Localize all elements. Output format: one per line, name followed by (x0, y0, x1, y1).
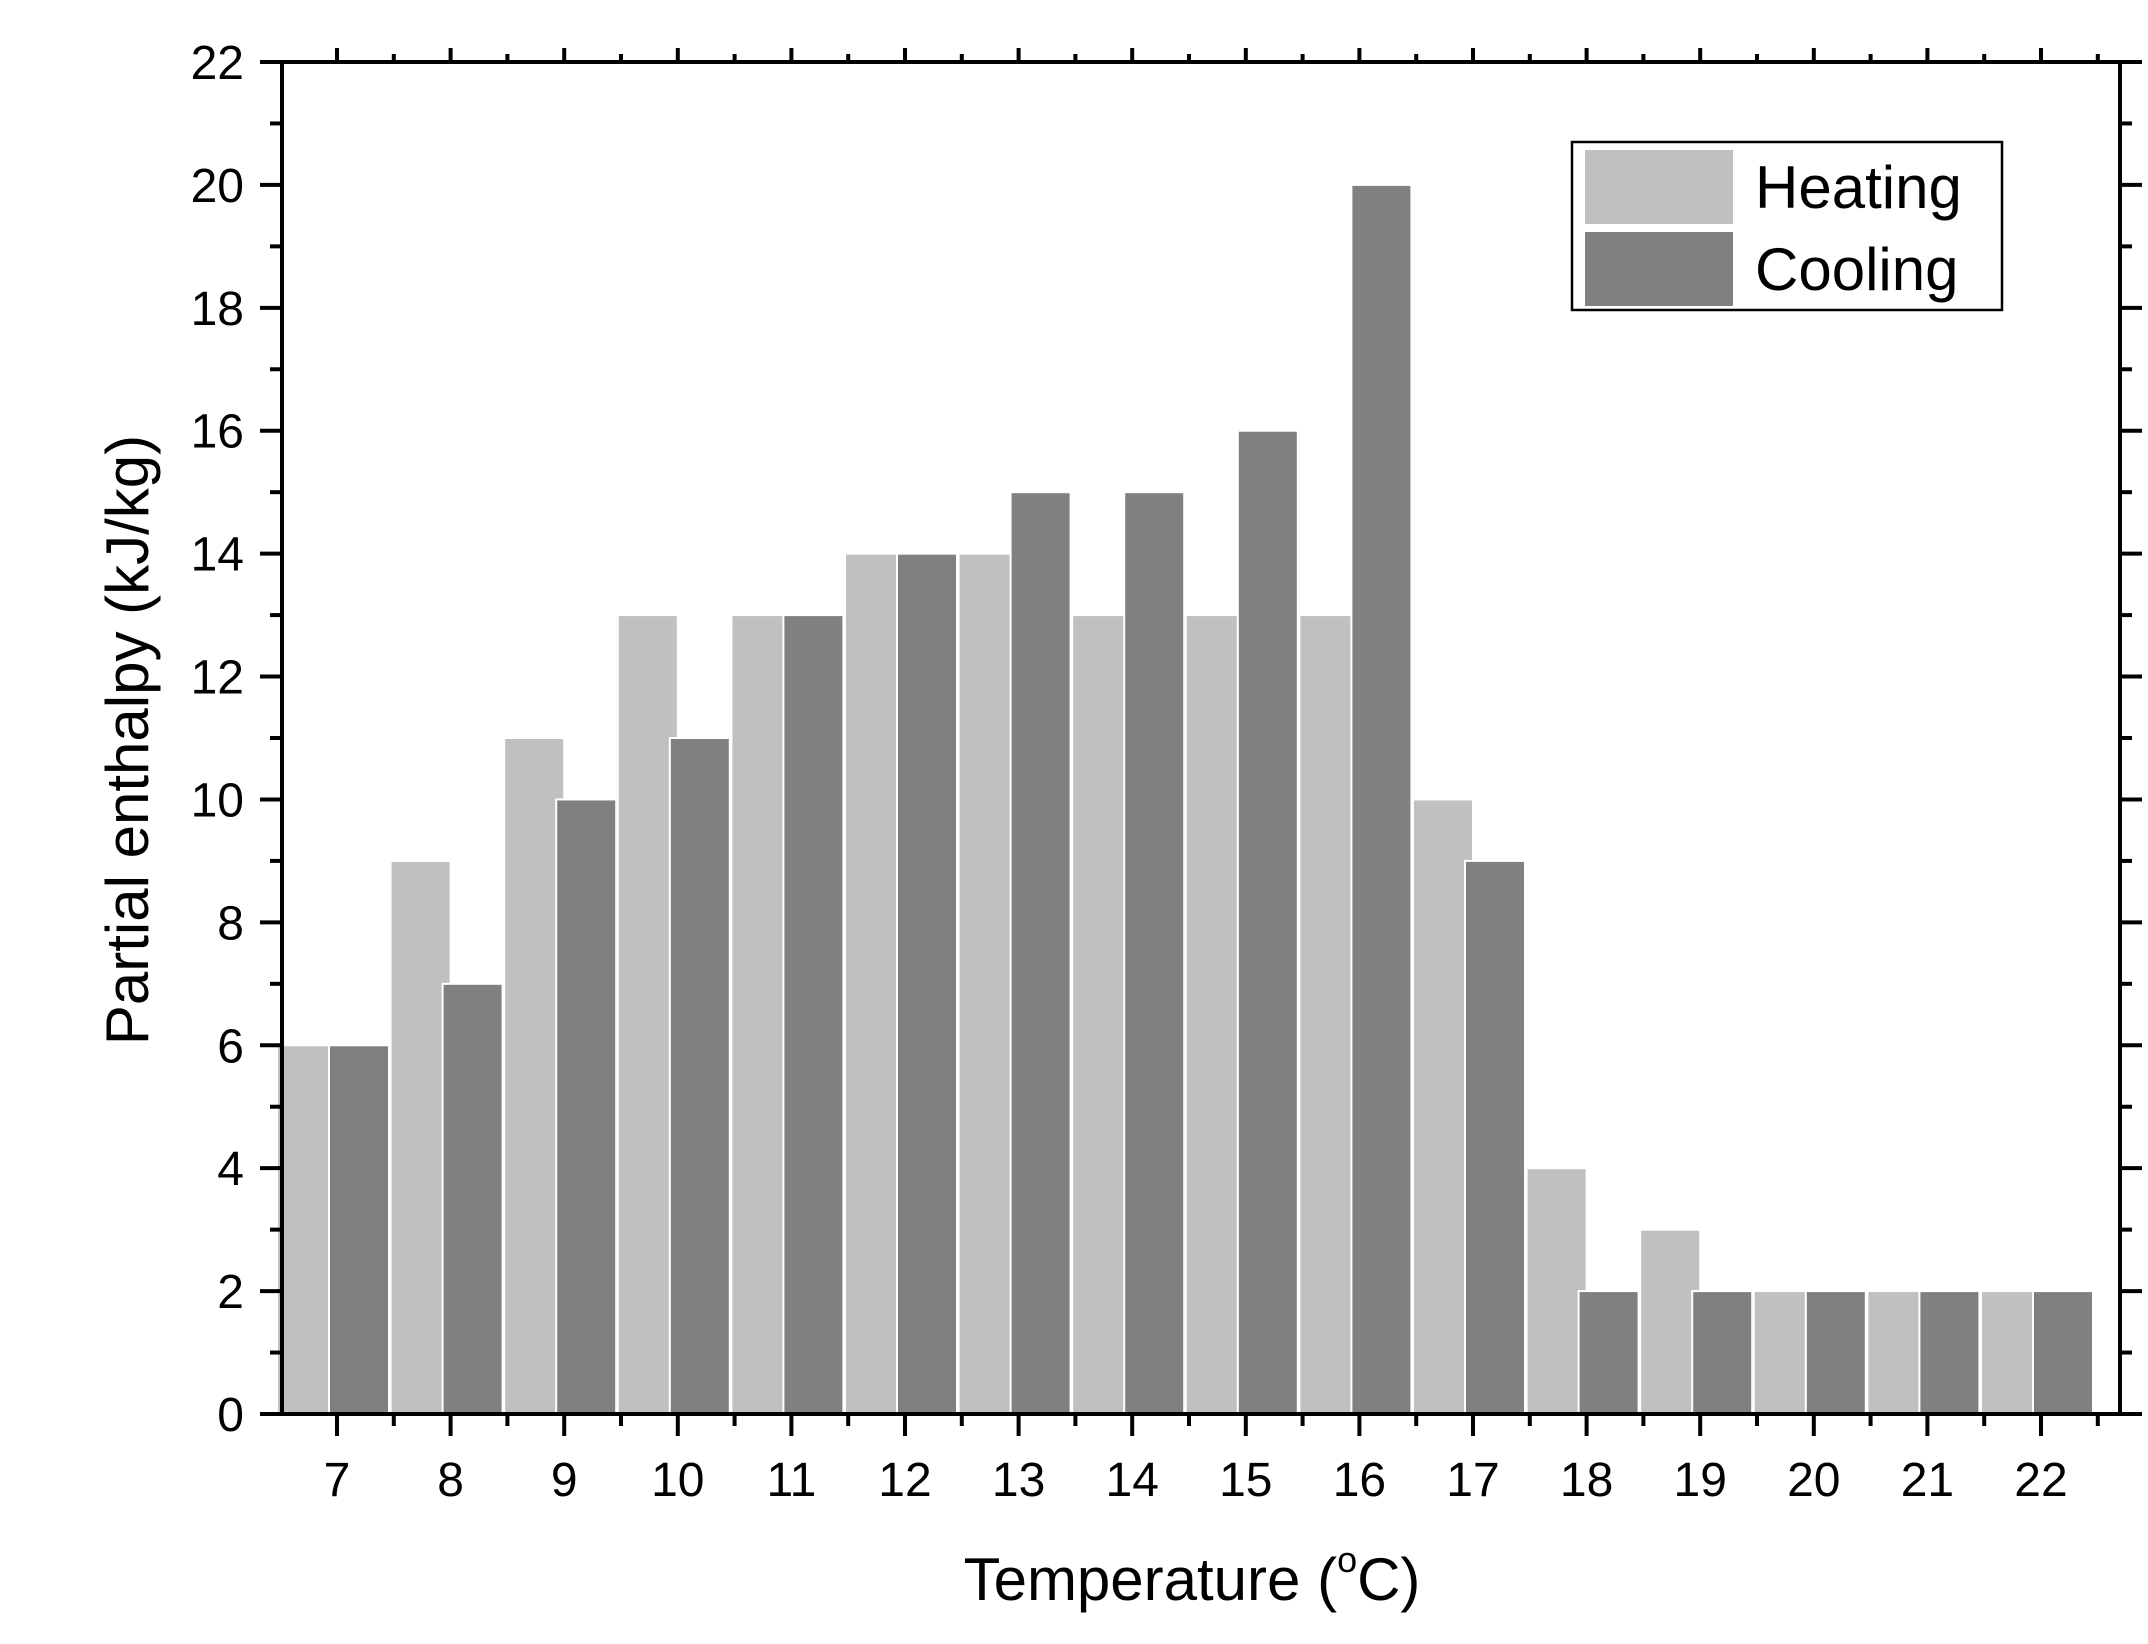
bar-heating-16 (1298, 614, 1361, 1415)
x-tick-label-11: 11 (766, 1454, 816, 1507)
bar-cooling-21 (1918, 1290, 1981, 1416)
bar-cooling-20 (1804, 1290, 1867, 1416)
legend: Heating Cooling (1570, 140, 2004, 312)
y-tick-labels: 0 2 4 6 8 10 12 14 16 18 20 22 (191, 37, 244, 1442)
bar-cooling-18 (1577, 1290, 1640, 1416)
bar-cooling-16 (1350, 183, 1413, 1416)
bars-layer (276, 183, 2094, 1416)
x-tick-label-17: 17 (1446, 1454, 1499, 1507)
bar-cooling-15 (1236, 429, 1299, 1415)
x-tick-label-18: 18 (1560, 1454, 1613, 1507)
bar-cooling-12 (896, 552, 958, 1415)
y-tick-label-8: 8 (217, 897, 244, 950)
bar-cooling-22 (2032, 1290, 2094, 1416)
y-axis-label: Partial enthalpy (kJ/kg) (94, 435, 161, 1045)
x-tick-label-22: 22 (2014, 1454, 2067, 1507)
bar-heating-22 (1980, 1290, 2042, 1416)
legend-label-cooling: Cooling (1755, 236, 1958, 303)
bar-heating-20 (1752, 1290, 1815, 1416)
y-tick-label-14: 14 (191, 529, 244, 582)
y-tick-label-4: 4 (217, 1143, 244, 1196)
bar-cooling-17 (1464, 859, 1526, 1415)
bar-cooling-8 (441, 982, 504, 1415)
y-tick-label-16: 16 (191, 406, 244, 459)
x-axis-label-sup: o (1337, 1539, 1357, 1580)
bar-cooling-11 (782, 614, 845, 1415)
bar-cooling-19 (1691, 1290, 1754, 1416)
x-tick-label-13: 13 (992, 1454, 1045, 1507)
bar-cooling-9 (555, 798, 618, 1415)
x-tick-label-19: 19 (1674, 1454, 1727, 1507)
x-tick-label-12: 12 (878, 1454, 931, 1507)
bar-cooling-13 (1009, 491, 1072, 1415)
axes-layer (260, 48, 2142, 1436)
legend-swatch-cooling (1585, 232, 1733, 306)
x-tick-label-8: 8 (437, 1454, 464, 1507)
bar-heating-7 (276, 1044, 338, 1415)
bar-cooling-14 (1123, 491, 1186, 1415)
x-tick-label-7: 7 (324, 1454, 351, 1507)
bar-heating-8 (389, 859, 452, 1415)
x-tick-label-14: 14 (1106, 1454, 1159, 1507)
bar-cooling-7 (328, 1044, 390, 1415)
x-tick-label-10: 10 (651, 1454, 704, 1507)
x-tick-label-20: 20 (1787, 1454, 1840, 1507)
bar-heating-14 (1071, 614, 1134, 1415)
y-tick-label-10: 10 (191, 774, 244, 827)
y-tick-label-18: 18 (191, 283, 244, 336)
legend-label-heating: Heating (1755, 154, 1962, 221)
bar-heating-9 (503, 737, 566, 1415)
y-tick-label-6: 6 (217, 1020, 244, 1073)
y-tick-label-20: 20 (191, 160, 244, 213)
x-tick-label-15: 15 (1219, 1454, 1272, 1507)
x-axis-label-suffix: C) (1357, 1546, 1420, 1613)
y-tick-label-2: 2 (217, 1266, 244, 1319)
x-axis-label-main: Temperature ( (964, 1546, 1337, 1613)
x-axis-label: Temperature (oC) (964, 1539, 1421, 1613)
bar-heating-18 (1525, 1167, 1588, 1415)
legend-swatch-heating (1585, 150, 1733, 224)
x-tick-label-16: 16 (1333, 1454, 1386, 1507)
bar-heating-12 (844, 552, 906, 1415)
y-tick-label-0: 0 (217, 1389, 244, 1442)
bar-cooling-10 (668, 737, 731, 1415)
y-tick-label-12: 12 (191, 652, 244, 705)
x-tick-label-9: 9 (551, 1454, 578, 1507)
y-tick-label-22: 22 (191, 37, 244, 90)
x-tick-labels: 7 8 9 10 11 12 13 14 15 16 17 18 19 20 21 22 (324, 1454, 2068, 1507)
x-tick-label-21: 21 (1901, 1454, 1954, 1507)
